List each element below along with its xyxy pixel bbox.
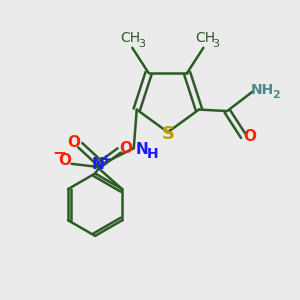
Text: H: H: [146, 147, 158, 161]
Text: O: O: [67, 135, 80, 150]
Text: 3: 3: [138, 39, 145, 49]
Text: N: N: [92, 157, 105, 172]
Text: −: −: [52, 143, 66, 161]
Text: CH: CH: [195, 31, 215, 45]
Text: N: N: [136, 142, 148, 157]
Text: +: +: [100, 153, 111, 166]
Text: 2: 2: [272, 90, 280, 100]
Text: O: O: [58, 153, 72, 168]
Text: CH: CH: [121, 31, 141, 45]
Text: O: O: [119, 142, 132, 157]
Text: O: O: [244, 129, 256, 144]
Text: NH: NH: [250, 83, 274, 97]
Text: S: S: [161, 125, 174, 143]
Text: 3: 3: [212, 39, 219, 49]
